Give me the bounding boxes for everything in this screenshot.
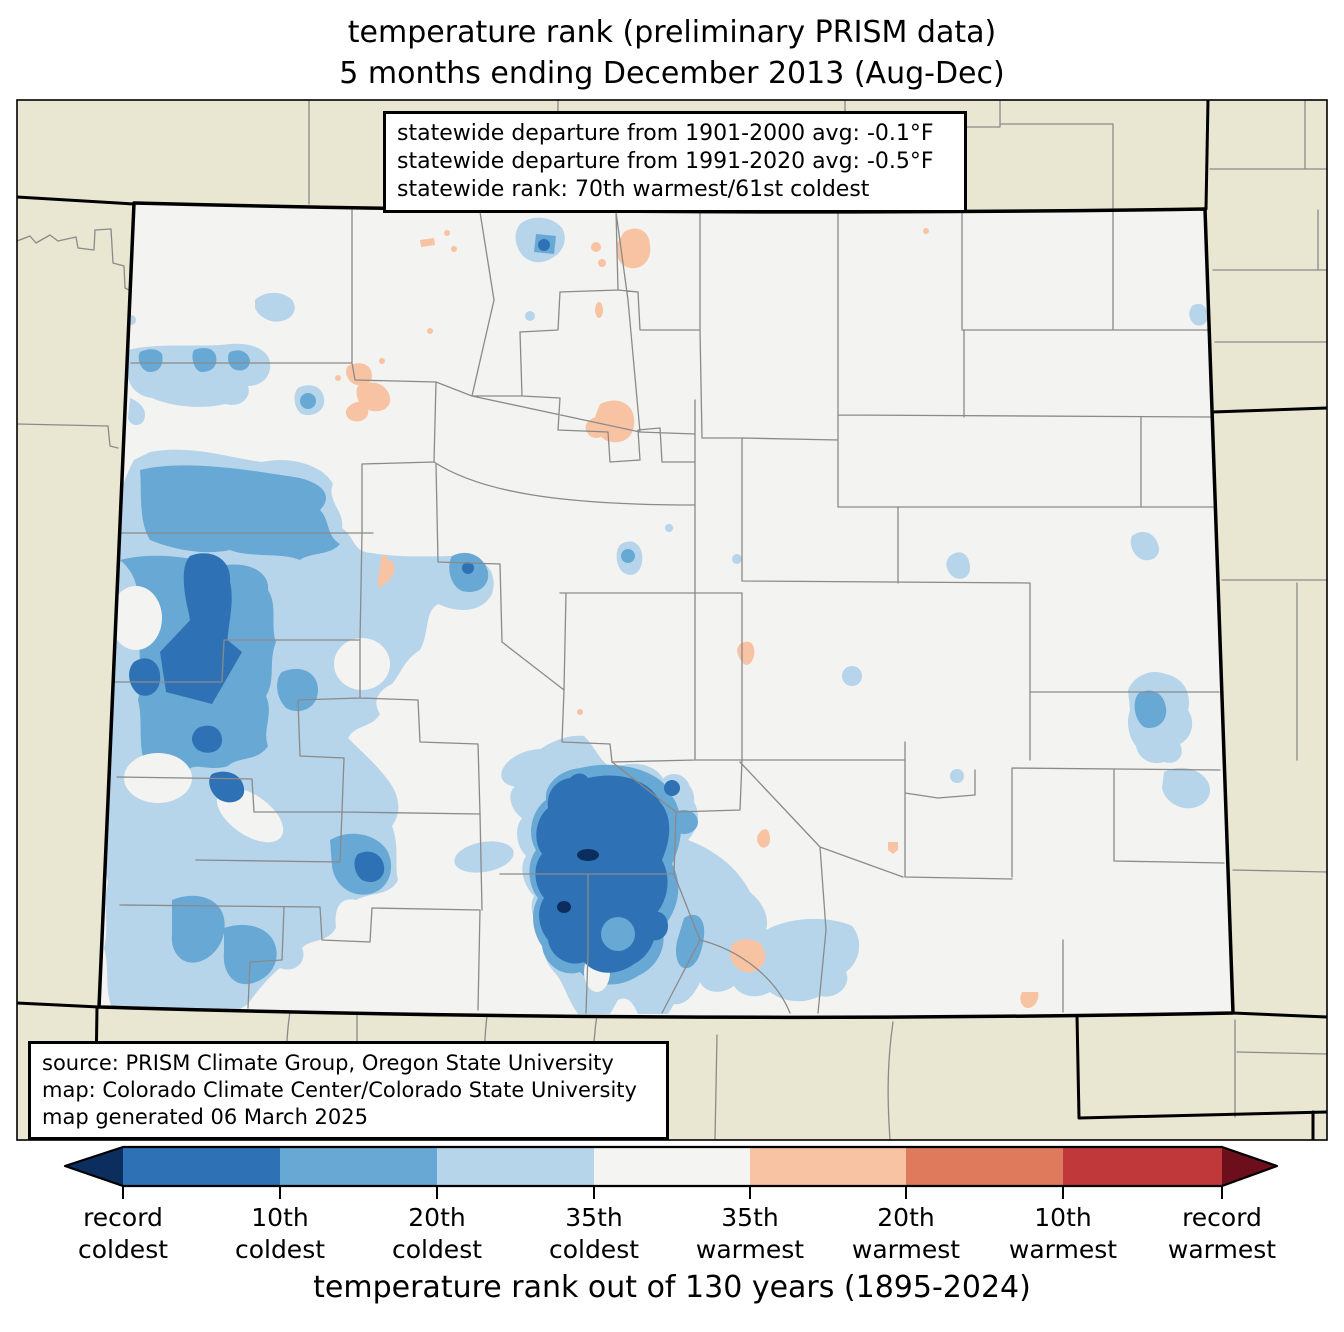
stats-line-1: statewide departure from 1901-2000 avg: … — [397, 121, 934, 146]
colorbar-label-35th-coldest: 35th coldest — [548, 1203, 640, 1264]
colorado-interior — [99, 203, 1233, 1018]
light-core-circle — [601, 917, 635, 951]
record-cold-spots — [557, 849, 599, 913]
colorado-county-lines — [107, 209, 1225, 1014]
colorbar-arrow-record-warmest — [1222, 1147, 1277, 1186]
map-panel — [17, 100, 1327, 1140]
colorbar-seg-35th-coldest — [437, 1147, 594, 1186]
colorbar-seg-35th-warmest — [750, 1147, 906, 1186]
colorbar-label-10th-warmest: 10th warmest — [1008, 1203, 1118, 1264]
warm-anomaly-areas — [335, 228, 1039, 1008]
colorbar — [63, 1145, 1279, 1199]
colorbar-seg-20th-coldest — [280, 1147, 437, 1186]
colorbar-seg-10th-warmest — [1063, 1147, 1222, 1186]
colorbar-label-record-coldest: record coldest — [77, 1203, 169, 1264]
stats-line-3: statewide rank: 70th warmest/61st coldes… — [397, 177, 870, 202]
stats-line-2: statewide departure from 1991-2020 avg: … — [397, 149, 934, 174]
source-line-3: map generated 06 March 2025 — [42, 1105, 369, 1129]
colorbar-seg-10th-coldest — [123, 1147, 280, 1186]
plot-frame — [16, 99, 1328, 1141]
source-credit-box: source: PRISM Climate Group, Oregon Stat… — [28, 1041, 669, 1140]
statewide-stats-box: statewide departure from 1901-2000 avg: … — [383, 111, 967, 213]
source-line-1: source: PRISM Climate Group, Oregon Stat… — [42, 1051, 614, 1075]
title-line-2: 5 months ending December 2013 (Aug-Dec) — [339, 56, 1005, 91]
colorbar-seg-20th-warmest — [906, 1147, 1063, 1186]
colorbar-label-35th-warmest: 35th warmest — [695, 1203, 805, 1264]
colorbar-ticks — [122, 1186, 1223, 1199]
colorbar-label-20th-coldest: 20th coldest — [391, 1203, 483, 1264]
colorbar-arrow-record-coldest — [65, 1147, 123, 1186]
colorbar-caption: temperature rank out of 130 years (1895-… — [313, 1270, 1031, 1305]
page-title: temperature rank (preliminary PRISM data… — [0, 12, 1344, 94]
source-line-2: map: Colorado Climate Center/Colorado St… — [42, 1078, 637, 1102]
title-line-1: temperature rank (preliminary PRISM data… — [347, 15, 997, 50]
colorbar-label-10th-coldest: 10th coldest — [234, 1203, 326, 1264]
colorbar-label-20th-warmest: 20th warmest — [851, 1203, 961, 1264]
colorbar-label-record-warmest: record warmest — [1167, 1203, 1277, 1264]
colorbar-seg-near-normal — [594, 1147, 750, 1186]
